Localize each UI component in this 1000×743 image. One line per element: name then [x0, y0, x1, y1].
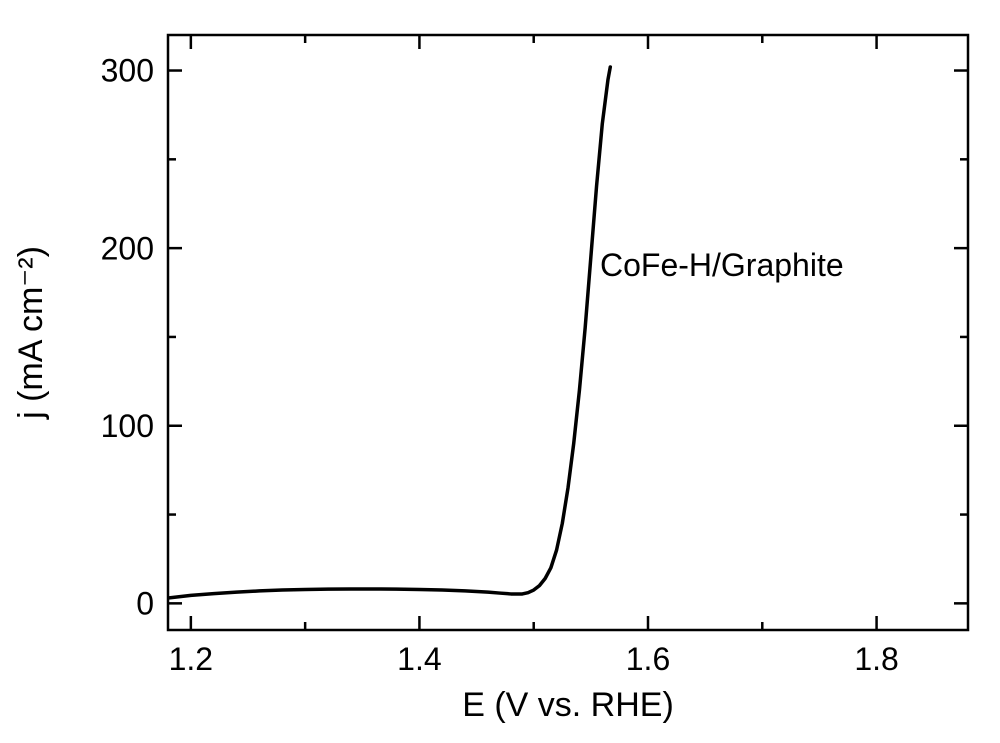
- svg-text:200: 200: [101, 230, 154, 266]
- svg-text:100: 100: [101, 408, 154, 444]
- svg-text:j (mA cm⁻²): j (mA cm⁻²): [12, 246, 50, 420]
- svg-text:1.4: 1.4: [397, 641, 441, 677]
- svg-text:300: 300: [101, 53, 154, 89]
- chart-svg: 1.2 1.4 1.6 1.8 0 100 200 300 E (V vs. RHE) j (mA…: [0, 0, 1000, 743]
- polarization-chart: 1.2 1.4 1.6 1.8 0 100 200 300 E (V vs. RHE) j (mA…: [0, 0, 1000, 743]
- svg-text:1.6: 1.6: [626, 641, 670, 677]
- svg-text:E (V vs. RHE): E (V vs. RHE): [462, 686, 674, 724]
- svg-text:1.8: 1.8: [854, 641, 898, 677]
- svg-text:1.2: 1.2: [169, 641, 213, 677]
- svg-text:CoFe-H/Graphite: CoFe-H/Graphite: [600, 247, 844, 283]
- svg-text:0: 0: [136, 586, 154, 622]
